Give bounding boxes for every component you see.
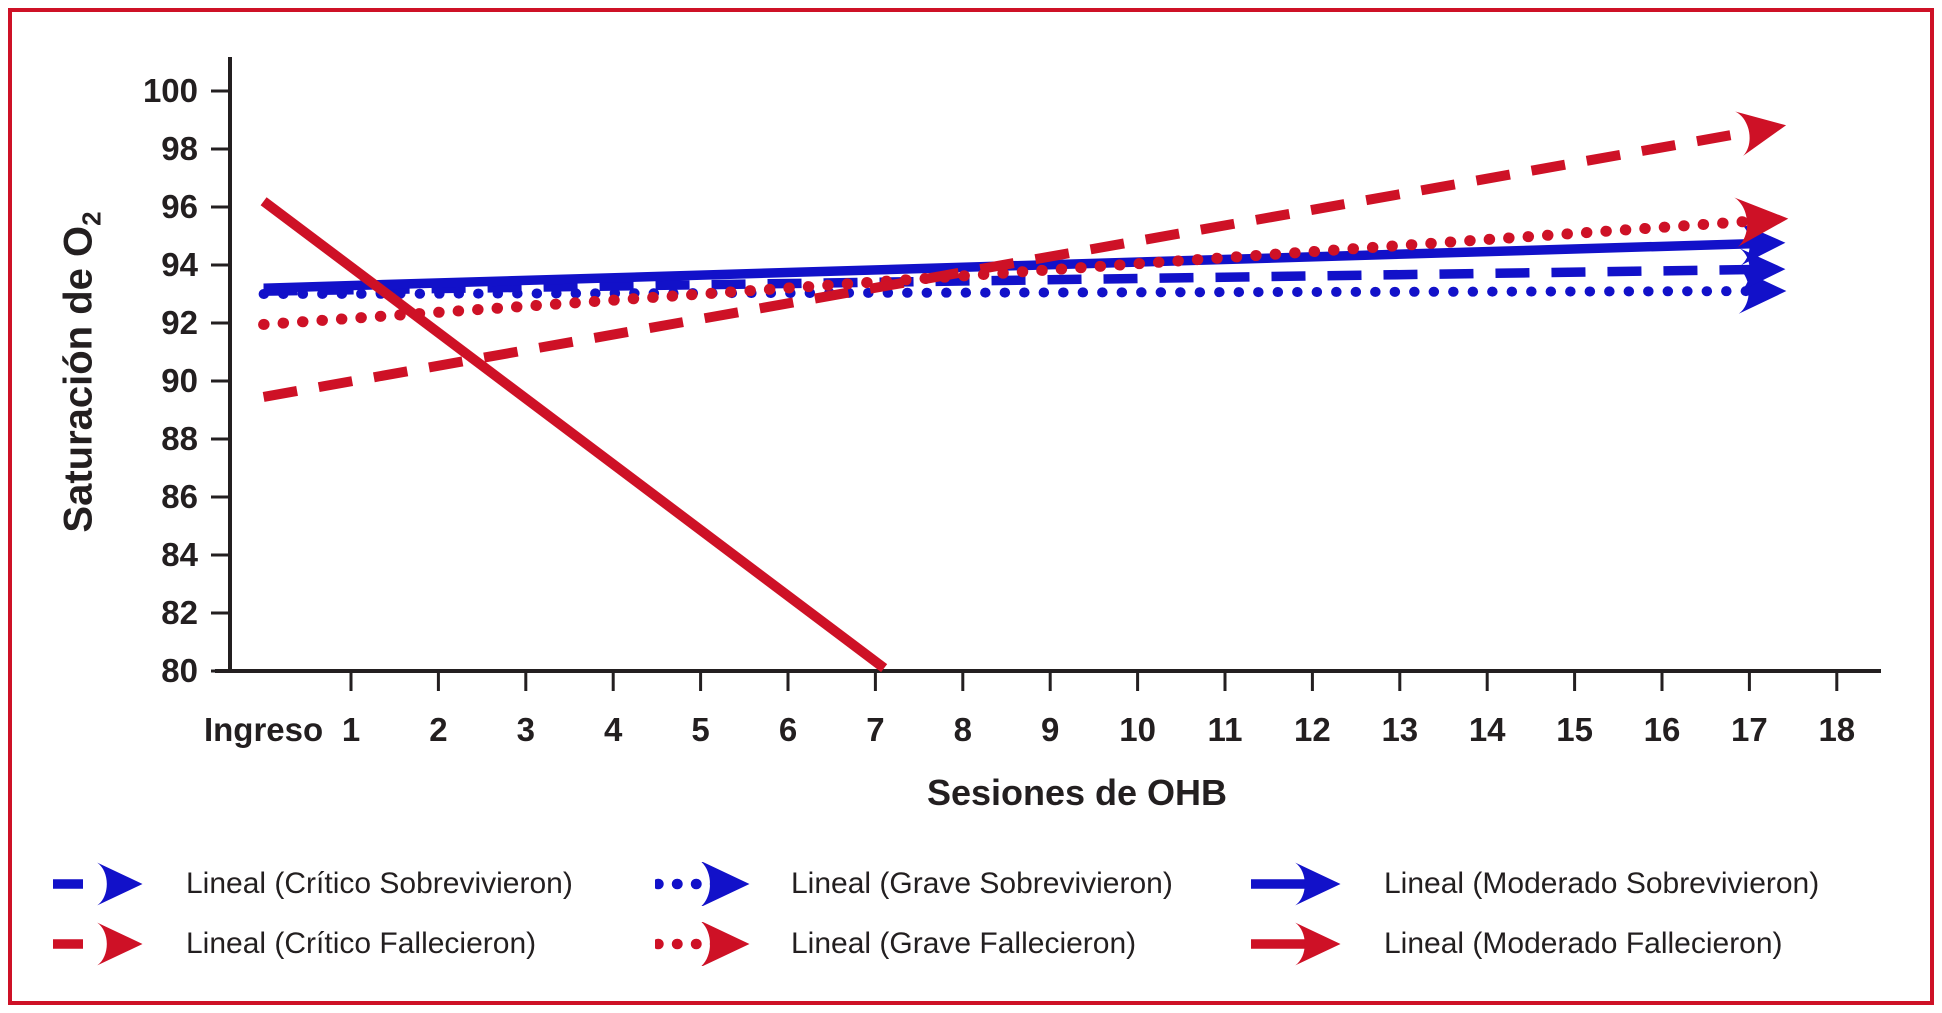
y-tick-label: 100: [142, 72, 198, 109]
y-tick-label: 82: [161, 594, 198, 631]
legend-label: Lineal (Crítico Sobrevivieron): [186, 867, 573, 900]
x-axis-title: Sesiones de OHB: [926, 772, 1228, 813]
y-tick-label: 86: [161, 478, 198, 515]
legend-item: Lineal (Crítico Sobrevivieron): [50, 862, 573, 906]
x-tick-label: 11: [1207, 711, 1243, 748]
legend-dashed-arrow-icon: [53, 862, 143, 906]
x-tick-label: 15: [1556, 711, 1593, 748]
x-tick-label: 14: [1468, 711, 1506, 748]
x-tick-label: 6: [778, 711, 798, 748]
y-tick-label: 96: [161, 188, 198, 225]
y-tick-label: 98: [161, 130, 198, 167]
x-tick-label: 13: [1381, 711, 1419, 748]
y-axis-title-text: Saturación de O: [56, 225, 101, 533]
y-tick-label: 90: [161, 362, 198, 399]
x-tick-label: 16: [1643, 711, 1681, 748]
x-tick-label: 12: [1294, 711, 1331, 748]
x-tick-label: 7: [866, 711, 885, 748]
x-tick-label: 4: [604, 711, 623, 748]
legend-solid-arrow-icon: [1251, 922, 1341, 966]
series-line-solid-blue: [263, 222, 1786, 293]
y-tick-label: 94: [161, 246, 198, 283]
legend-item: Lineal (Grave Sobrevivieron): [655, 862, 1173, 906]
legend-item: Lineal (Moderado Fallecieron): [1248, 922, 1783, 966]
legend-item: Lineal (Grave Fallecieron): [655, 922, 1136, 966]
y-tick-label: 80: [161, 652, 198, 689]
legend-item: Lineal (Crítico Fallecieron): [50, 922, 536, 966]
legend-label: Lineal (Crítico Fallecieron): [186, 927, 537, 960]
legend-label: Lineal (Grave Sobrevivieron): [791, 867, 1173, 900]
x-tick-label: 2: [429, 711, 448, 748]
x-tick-label: 17: [1731, 711, 1768, 748]
legend-label: Lineal (Moderado Sobrevivieron): [1384, 867, 1820, 900]
y-tick-label: 84: [161, 536, 198, 573]
y-axis-title: Saturación de O2: [57, 211, 108, 532]
legend-item: Lineal (Moderado Sobrevivieron): [1248, 862, 1819, 906]
y-axis-title-subscript: 2: [76, 211, 107, 226]
legend-dashed-arrow-icon: [53, 922, 143, 966]
series-line-dashed-blue: [263, 248, 1786, 296]
axes: [215, 57, 1881, 673]
y-tick-label: 92: [161, 304, 198, 341]
x-tick-label: 1: [341, 711, 361, 748]
series-line-dotted-blue: [258, 268, 1787, 314]
legend-label: Lineal (Grave Fallecieron): [791, 927, 1137, 960]
x-tick-label: 9: [1041, 711, 1060, 748]
legend-dotted-arrow-icon: [655, 862, 750, 906]
series-line-solid-red: [260, 197, 888, 673]
x-tick-label: 18: [1818, 711, 1856, 748]
x-tick-label: 3: [516, 711, 535, 748]
legend-dotted-arrow-icon: [655, 922, 750, 966]
series-line-dotted-red: [258, 197, 1789, 330]
x-tick-label: Ingreso: [203, 711, 324, 748]
x-tick-label: 10: [1119, 711, 1156, 748]
x-tick-label: 5: [691, 711, 710, 748]
series-line-dashed-red: [262, 111, 1787, 402]
x-tick-label: 8: [953, 711, 972, 748]
legend-solid-arrow-icon: [1251, 862, 1341, 906]
legend-label: Lineal (Moderado Fallecieron): [1384, 927, 1783, 960]
y-tick-label: 88: [161, 420, 198, 457]
